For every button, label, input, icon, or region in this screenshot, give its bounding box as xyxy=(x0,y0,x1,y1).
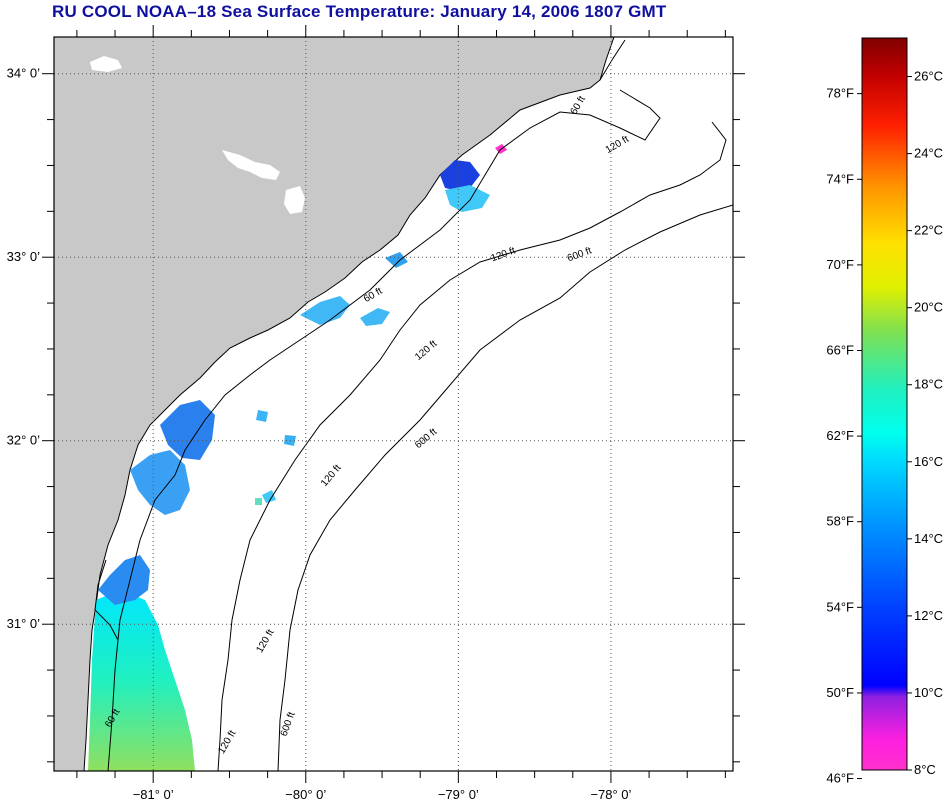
lat-tick-label: 33° 0’ xyxy=(7,249,41,264)
colorbar-celsius-label: 12°C xyxy=(914,608,943,623)
colorbar-fahrenheit-label: 78°F xyxy=(826,86,854,101)
colorbar-fahrenheit-label: 66°F xyxy=(826,342,854,357)
map-frame xyxy=(53,36,734,772)
colorbar-fahrenheit-label: 70°F xyxy=(826,257,854,272)
colorbar-celsius-label: 24°C xyxy=(914,146,943,161)
colorbar-celsius-label: 18°C xyxy=(914,377,943,392)
isobath-120ft xyxy=(217,121,727,771)
lon-tick-label: −81° 0’ xyxy=(133,787,174,801)
colorbar-fahrenheit-label: 58°F xyxy=(826,514,854,529)
lat-tick-label: 34° 0’ xyxy=(7,66,41,81)
colorbar-celsius-label: 22°C xyxy=(914,223,943,238)
colorbar-gradient xyxy=(861,37,908,771)
lat-tick-label: 31° 0’ xyxy=(7,616,41,631)
lon-tick-label: −78° 0’ xyxy=(590,787,631,801)
colorbar-fahrenheit-label: 54°F xyxy=(826,599,854,614)
colorbar-fahrenheit-label: 74°F xyxy=(826,171,854,186)
colorbar-fahrenheit-label: 62°F xyxy=(826,428,854,443)
lake xyxy=(284,186,305,214)
colorbar-celsius-label: 8°C xyxy=(914,762,936,777)
map-title: RU COOL NOAA–18 Sea Surface Temperature:… xyxy=(52,2,667,21)
lake xyxy=(222,150,280,180)
isobath-600ft xyxy=(277,204,733,771)
colorbar-celsius-label: 20°C xyxy=(914,300,943,315)
lon-tick-label: −79° 0’ xyxy=(438,787,479,801)
lat-tick-label: 32° 0’ xyxy=(7,433,41,448)
lon-tick-label: −80° 0’ xyxy=(285,787,326,801)
isobath-60ft xyxy=(107,89,661,771)
colorbar-celsius-label: 16°C xyxy=(914,454,943,469)
lake xyxy=(90,56,122,72)
colorbar-celsius-label: 26°C xyxy=(914,69,943,84)
land xyxy=(54,37,615,771)
colorbar: 26°C 24°C 22°C 20°C 18°C 16°C 14°C 12°C 10°C 8°C 7… xyxy=(826,37,943,786)
colorbar-fahrenheit-label: 50°F xyxy=(826,685,854,700)
colorbar-celsius-label: 14°C xyxy=(914,531,943,546)
colorbar-celsius-label: 10°C xyxy=(914,685,943,700)
colorbar-fahrenheit-label: 46°F xyxy=(826,771,854,786)
sst-data xyxy=(88,144,507,771)
